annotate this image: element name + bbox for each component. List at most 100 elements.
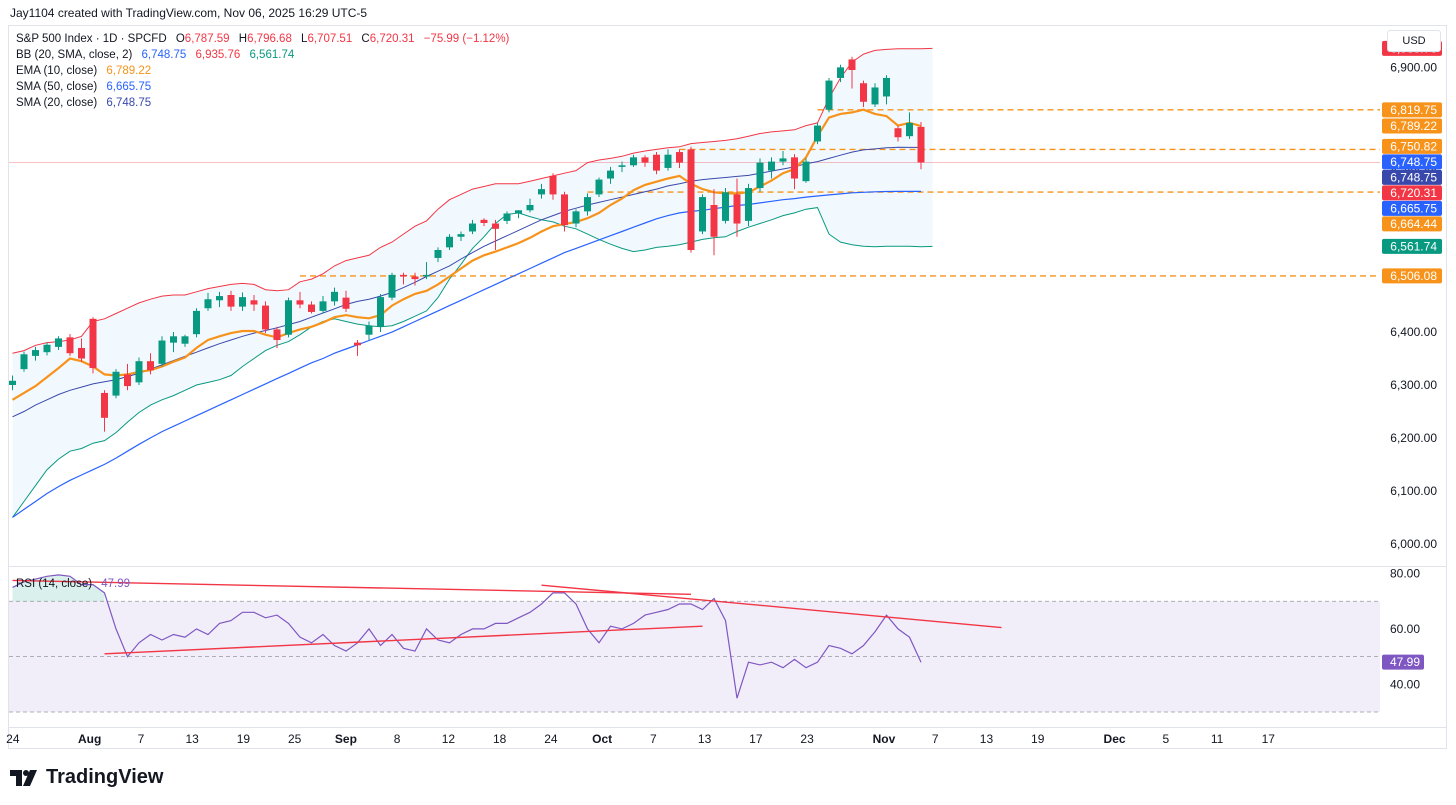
- candle-body: [135, 361, 143, 383]
- candle-body: [342, 297, 350, 309]
- time-axis-tick: 13: [698, 732, 712, 746]
- price-label-box: [1382, 154, 1442, 170]
- bb-band-fill: [12, 48, 933, 518]
- legend-low-label: L: [301, 33, 308, 45]
- time-axis-tick: 13: [980, 732, 994, 746]
- legend-close: 6,720.31: [369, 33, 415, 45]
- price-axis-tick: 6,000.00: [1390, 537, 1437, 551]
- time-axis-tick: 5: [1162, 732, 1169, 746]
- rsi-trendline: [104, 625, 703, 655]
- candle-body: [319, 301, 327, 311]
- candle-body: [894, 128, 902, 138]
- price-axis-tick: 6,300.00: [1390, 378, 1437, 392]
- price-label-text: 6,819.75: [1390, 103, 1437, 117]
- candle-body: [331, 291, 338, 302]
- candle-body: [388, 274, 396, 298]
- candle-body: [354, 342, 361, 346]
- price-label-box: [1382, 268, 1442, 284]
- candle-body: [492, 223, 499, 229]
- price-label-text: 6,748.75: [1390, 170, 1437, 184]
- price-label-box: [1382, 200, 1442, 216]
- candle-body: [9, 380, 16, 385]
- candle-body: [101, 392, 108, 418]
- chart-frame: [8, 25, 1447, 749]
- candle-body: [756, 162, 764, 189]
- header-credit: Jay1104 created with TradingView.com, No…: [10, 6, 368, 20]
- price-label-text: 6,748.75: [1390, 155, 1437, 169]
- time-axis-tick: 24: [544, 732, 558, 746]
- candle-body: [239, 297, 246, 307]
- price-axis-tick: 6,400.00: [1390, 325, 1437, 339]
- candle-body: [78, 347, 85, 359]
- candle-body: [572, 211, 580, 224]
- price-label-box: [1382, 216, 1442, 232]
- candle-body: [170, 336, 177, 343]
- candle-body: [89, 318, 97, 369]
- candle-body: [296, 300, 304, 305]
- time-axis-tick: 7: [650, 732, 657, 746]
- price-axis-tick: 6,900.00: [1390, 60, 1437, 74]
- candle-body: [791, 157, 798, 179]
- candle-body: [32, 350, 39, 356]
- candle-body: [584, 197, 591, 212]
- price-label-text: 6,750.82: [1390, 139, 1437, 153]
- candle-body: [216, 296, 223, 301]
- time-axis-tick: 23: [800, 732, 814, 746]
- legend-ema-label: EMA (10, close): [16, 65, 98, 77]
- legend-bb: BB (20, SMA, close, 2) 6,748.75 6,935.76…: [16, 49, 300, 61]
- candle-body: [377, 297, 384, 327]
- ema10-line: [11, 108, 922, 401]
- candle-body: [664, 154, 672, 168]
- legend-rsi: RSI (14, close) 47.99: [16, 578, 136, 590]
- tradingview-logo-text: TradingView: [46, 766, 164, 788]
- candle-body: [365, 325, 373, 335]
- legend-change: −75.99 (−1.12%): [423, 33, 510, 45]
- price-label-box: [1382, 118, 1442, 134]
- price-axis-tick: 6,100.00: [1390, 484, 1437, 498]
- currency-button[interactable]: USD: [1387, 30, 1441, 52]
- price-label-text: 6,665.75: [1390, 201, 1437, 215]
- price-axis-tick: 6,200.00: [1390, 431, 1437, 445]
- candle-body: [837, 67, 844, 78]
- rsi-line: [12, 574, 922, 699]
- sma50-line: [12, 190, 921, 518]
- tradingview-logo[interactable]: TradingView: [10, 766, 163, 789]
- price-label-text: 6,561.74: [1390, 239, 1437, 253]
- candle-body: [193, 310, 200, 335]
- price-label-text: 6,664.44: [1390, 217, 1437, 231]
- legend-bb-upper: 6,935.76: [195, 49, 241, 61]
- candle-body: [641, 157, 649, 163]
- rsi-axis-tick: 60.00: [1390, 622, 1420, 636]
- legend-rsi-label: RSI (14, close): [16, 578, 93, 590]
- candle-body: [273, 329, 281, 340]
- legend-sma20: SMA (20, close) 6,748.75: [16, 97, 157, 109]
- legend-bb-label: BB (20, SMA, close, 2): [16, 49, 133, 61]
- legend-main: S&P 500 Index · 1D · SPCFD O6,787.59 H6,…: [16, 33, 515, 45]
- time-axis-tick: 19: [1031, 732, 1045, 746]
- candle-body: [457, 234, 465, 237]
- candle-body: [745, 188, 752, 221]
- candle-body: [66, 337, 74, 354]
- candle-body: [814, 125, 821, 142]
- candle-body: [112, 371, 120, 396]
- candle-body: [860, 83, 867, 102]
- price-label-box: [1382, 138, 1442, 154]
- tradingview-logo-icon: [10, 769, 37, 786]
- candle-body: [595, 179, 603, 195]
- candle-body: [515, 210, 522, 214]
- legend-sma20-value: 6,748.75: [106, 97, 152, 109]
- time-axis-tick: Aug: [78, 732, 101, 746]
- candle-body: [549, 175, 557, 195]
- time-axis-tick: 7: [932, 732, 939, 746]
- bb-lower-line: [12, 207, 933, 518]
- candle-body: [917, 126, 925, 163]
- rsi-axis-tick: 40.00: [1390, 677, 1420, 691]
- candle-body: [503, 213, 511, 221]
- time-axis-tick: 19: [237, 732, 251, 746]
- time-axis-tick: 8: [394, 732, 401, 746]
- candle-body: [480, 219, 488, 223]
- candle-body: [285, 300, 292, 335]
- legend-high-label: H: [238, 33, 248, 45]
- legend-sma50: SMA (50, close) 6,665.75: [16, 81, 157, 93]
